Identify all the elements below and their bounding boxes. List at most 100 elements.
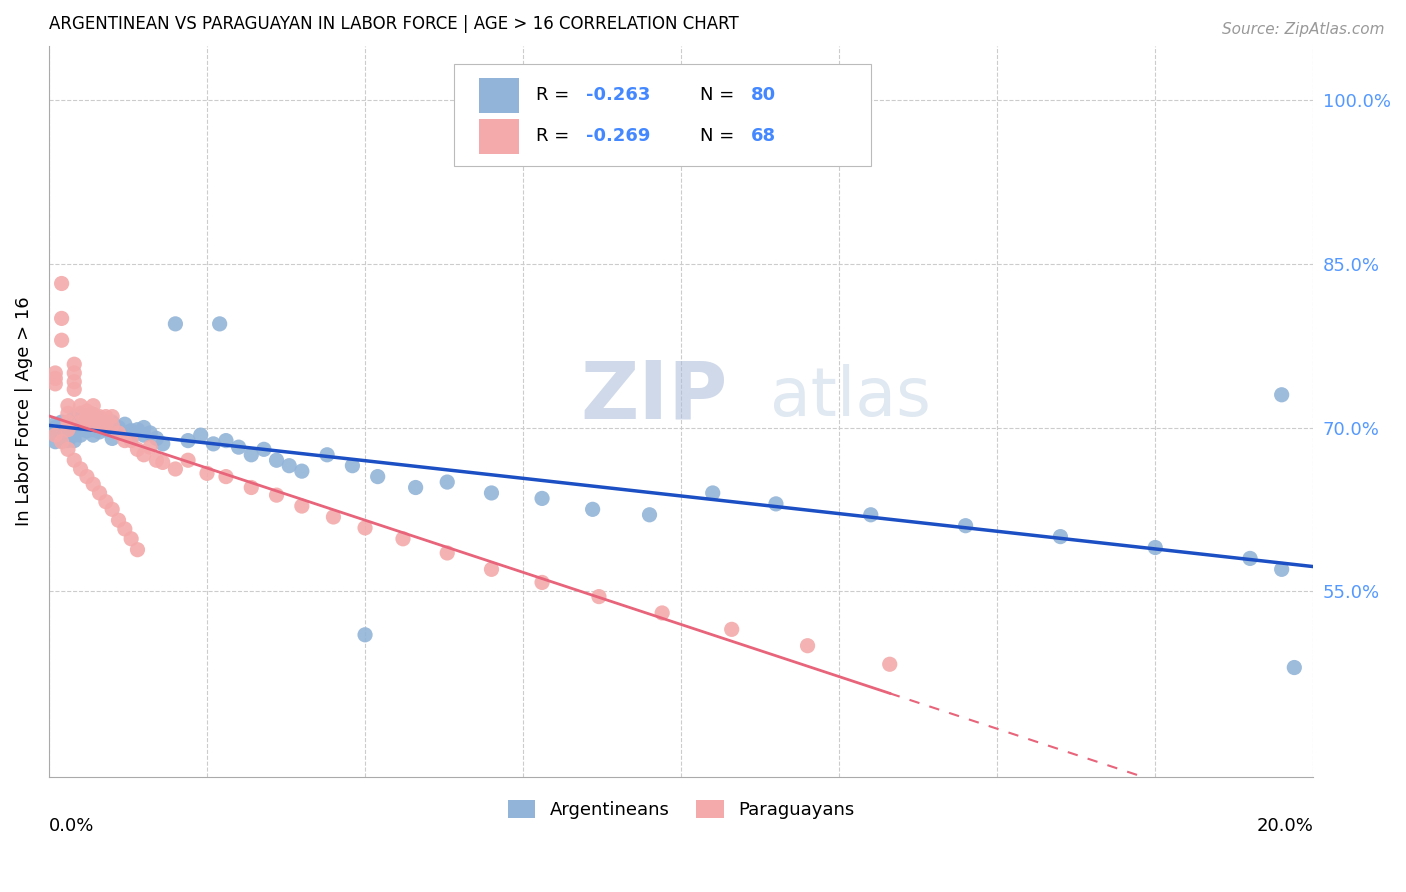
Point — [266, 453, 288, 467]
Point — [127, 542, 149, 557]
Point — [152, 437, 174, 451]
Point — [208, 317, 231, 331]
Point — [69, 462, 91, 476]
Point — [107, 513, 129, 527]
Point — [56, 442, 79, 457]
Y-axis label: In Labor Force | Age > 16: In Labor Force | Age > 16 — [15, 296, 32, 526]
Point — [139, 440, 162, 454]
Point — [82, 423, 104, 437]
Point — [44, 417, 66, 432]
Text: atlas: atlas — [769, 364, 931, 430]
Point — [190, 428, 212, 442]
Point — [165, 317, 187, 331]
Point — [94, 409, 117, 424]
Point — [145, 453, 167, 467]
Point — [1284, 660, 1306, 674]
Point — [82, 399, 104, 413]
Point — [69, 423, 91, 437]
Point — [127, 442, 149, 457]
Point — [51, 415, 73, 429]
Text: N =: N = — [700, 87, 740, 104]
Point — [638, 508, 661, 522]
Text: 68: 68 — [751, 128, 776, 145]
Point — [392, 532, 415, 546]
Point — [436, 546, 458, 560]
Point — [202, 437, 225, 451]
Point — [114, 417, 136, 432]
Point — [51, 333, 73, 347]
Point — [120, 424, 142, 438]
Point — [76, 417, 98, 432]
Point — [481, 562, 503, 576]
Point — [44, 428, 66, 442]
Point — [63, 382, 86, 396]
Point — [405, 481, 427, 495]
Point — [342, 458, 364, 473]
Point — [56, 434, 79, 448]
Point — [101, 418, 124, 433]
Point — [765, 497, 787, 511]
Point — [1239, 551, 1261, 566]
Text: Source: ZipAtlas.com: Source: ZipAtlas.com — [1222, 22, 1385, 37]
Text: R =: R = — [536, 128, 575, 145]
Point — [1271, 388, 1294, 402]
Text: 80: 80 — [751, 87, 776, 104]
Point — [120, 532, 142, 546]
Point — [120, 432, 142, 446]
Point — [94, 494, 117, 508]
Point — [69, 406, 91, 420]
Text: ZIP: ZIP — [581, 358, 727, 435]
Point — [63, 424, 86, 438]
Point — [82, 428, 104, 442]
Point — [89, 409, 111, 424]
Point — [94, 423, 117, 437]
Point — [51, 311, 73, 326]
Point — [139, 425, 162, 440]
Point — [291, 464, 314, 478]
Text: -0.263: -0.263 — [586, 87, 651, 104]
Point — [367, 469, 389, 483]
Point — [63, 417, 86, 432]
Point — [56, 415, 79, 429]
Point — [152, 455, 174, 469]
Point — [56, 399, 79, 413]
Point — [89, 411, 111, 425]
Text: 20.0%: 20.0% — [1257, 817, 1313, 835]
Point — [44, 420, 66, 434]
Point — [44, 376, 66, 391]
Point — [69, 415, 91, 429]
Point — [44, 366, 66, 380]
Point — [56, 423, 79, 437]
Point — [165, 462, 187, 476]
Point — [354, 628, 377, 642]
Point — [63, 357, 86, 371]
Point — [481, 486, 503, 500]
Point — [44, 428, 66, 442]
Point — [145, 432, 167, 446]
Point — [114, 522, 136, 536]
Bar — [479, 78, 519, 113]
Point — [215, 469, 238, 483]
Point — [101, 409, 124, 424]
Point — [82, 415, 104, 429]
Point — [76, 424, 98, 438]
Point — [89, 418, 111, 433]
Point — [101, 432, 124, 446]
Point — [955, 518, 977, 533]
Point — [278, 458, 301, 473]
Point — [63, 409, 86, 424]
Text: N =: N = — [700, 128, 740, 145]
Point — [531, 491, 554, 506]
Point — [1271, 562, 1294, 576]
Point — [436, 475, 458, 489]
Point — [177, 453, 200, 467]
Point — [266, 488, 288, 502]
Point — [107, 420, 129, 434]
Point — [215, 434, 238, 448]
Point — [651, 606, 673, 620]
Point — [1049, 530, 1071, 544]
Point — [195, 467, 218, 481]
Point — [69, 408, 91, 422]
Point — [101, 415, 124, 429]
Point — [51, 423, 73, 437]
